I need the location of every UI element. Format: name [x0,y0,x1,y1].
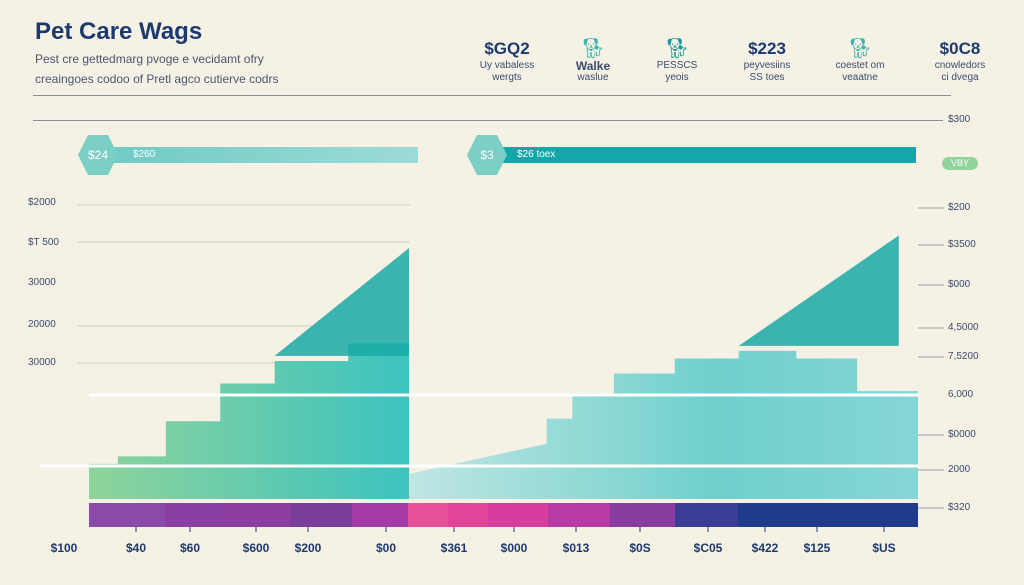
color-band-segment [290,503,352,527]
dog-icon: 🐕︎ [580,38,606,60]
header-divider [33,95,951,96]
stat-label: ci dvega [941,72,979,83]
series-area-right [409,350,918,499]
color-band-segment [89,503,165,527]
right-bar-label: $26 toex [517,149,556,160]
left-axis-label: $2000 [28,197,56,208]
stat-value: $223 [748,39,786,58]
stat-label: Uy vabaless [479,60,535,71]
stat-5: 🐕︎ coestet om veaatne [815,38,905,84]
top-right-label: $300 [948,114,971,125]
left-bar-label: $260 [133,149,156,160]
color-band-segment [610,503,675,527]
stat-label: coestet om [835,60,885,71]
x-axis-label: $125 [803,541,831,555]
top-rule [33,120,943,121]
stat-label: wergts [492,72,522,83]
right-progress-bar [490,147,916,163]
right-axis-label: 4,5000 [948,322,979,333]
series-area-left [89,343,410,499]
stat-4: $223 peyvesiins SS toes [722,38,812,84]
left-axis-label: 30000 [28,277,56,288]
peak-triangle-left [274,248,410,356]
color-band-segment [548,503,610,527]
x-axis-label: $000 [500,541,528,555]
color-band-segment [352,503,408,527]
x-axis-label: $422 [751,541,779,555]
stat-label: veaatne [842,72,878,83]
right-axis-label: 6,000 [948,389,974,400]
right-axis-label: 2000 [948,464,971,475]
x-axis-label: $600 [242,541,270,555]
color-band-segment [488,503,548,527]
x-axis-label: $361 [440,541,468,555]
x-axis-label: $0S [629,541,651,555]
stat-value: $0C8 [939,39,981,58]
right-axis-label: $0000 [948,429,976,440]
dog-icon: 🐕︎ [847,38,873,60]
x-axis-label: $200 [294,541,322,555]
right-axis-label: $200 [948,202,971,213]
x-axis-label: $100 [50,541,78,555]
right-axis-label: $000 [948,279,971,290]
peak-triangle-right [738,235,899,346]
x-axis-label: $C05 [693,541,723,555]
stat-value: $GQ2 [484,39,530,58]
subtitle-line-2: creaingoes codoo of Pretl agco cutierve … [35,72,279,86]
color-band-segment [448,503,488,527]
stat-label: cnowledors [934,60,986,71]
stat-2: 🐕︎ Walke waslue [548,38,638,84]
right-axis-label: $3500 [948,239,976,250]
stat-label: peyvesiins [743,60,791,71]
stat-1: $GQ2 Uy vabaless wergts [462,38,552,84]
left-progress-bar [100,147,418,163]
color-band-segment [738,503,918,527]
stat-value: Walke [575,59,611,73]
color-band-segment [675,503,738,527]
x-axis-label: $60 [179,541,201,555]
color-band-segment [165,503,228,527]
x-axis-label: $40 [125,541,147,555]
x-axis-label: $US [872,541,896,555]
left-axis-label: $T 500 [28,237,59,248]
x-axis-label: $013 [562,541,590,555]
right-axis-label: $320 [948,502,971,513]
subtitle-line-1: Pest cre gettedmarg pvoge e vecidamt ofr… [35,52,264,66]
left-badge: $24 [78,135,118,175]
stat-6: $0C8 cnowledors ci dvega [915,38,1005,84]
stat-label: waslue [577,72,609,83]
x-axis-label: $00 [375,541,397,555]
color-band-segment [228,503,290,527]
stat-label: SS toes [749,72,785,83]
dog-icon: 🐕︎ [664,38,690,60]
left-axis-label: 20000 [28,319,56,330]
left-axis-label: 30000 [28,357,56,368]
status-pill: VBY [942,157,978,170]
page-title: Pet Care Wags [35,18,203,45]
stat-label: yeois [665,72,689,83]
right-axis-label: 7,5200 [948,351,979,362]
stat-3: 🐕︎ PESSCS yeois [632,38,722,84]
color-band-segment [408,503,448,527]
stat-label: PESSCS [656,60,698,71]
